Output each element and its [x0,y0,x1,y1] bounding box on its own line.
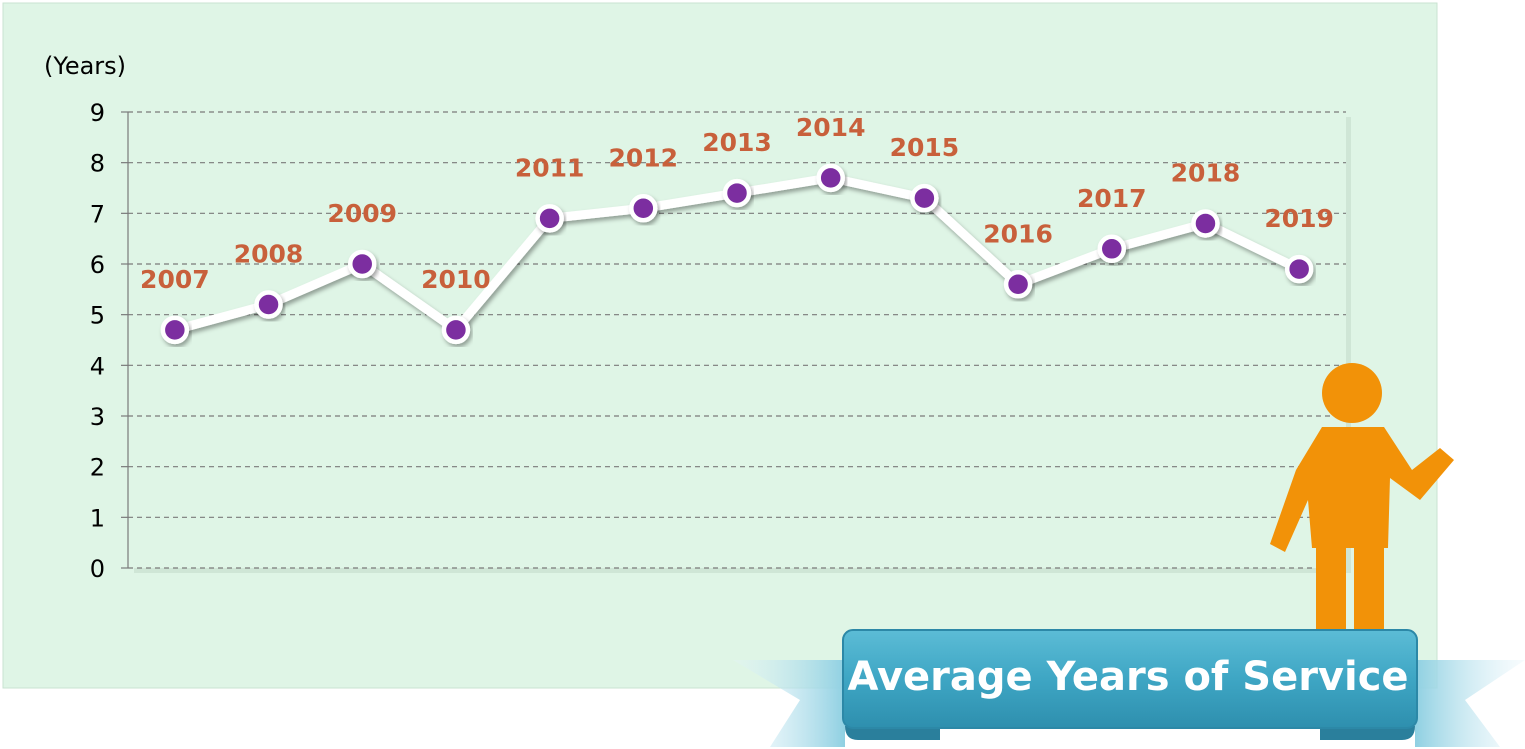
y-tick-label: 8 [90,150,105,178]
data-point-label: 2007 [140,265,210,294]
y-tick-label: 4 [90,352,105,380]
data-point-marker [160,315,190,345]
chart-title: Average Years of Service [847,654,1408,700]
data-point-marker [1284,254,1314,284]
data-point-marker [1191,209,1220,238]
y-tick-label: 5 [90,302,105,330]
series-markers [160,163,1314,345]
data-point-label: 2015 [890,133,960,162]
y-axis: 0 1 2 3 4 5 6 7 8 9 [90,99,129,583]
data-point-marker [910,183,939,213]
data-point-label: 2013 [702,128,772,157]
data-point-label: 2014 [796,113,866,142]
title-ribbon: Average Years of Service [733,629,1525,747]
data-point-label: 2018 [1171,158,1241,187]
data-point-marker [816,163,845,193]
data-point-marker [1097,234,1127,264]
y-tick-label: 1 [90,504,105,532]
data-point-label: 2016 [983,219,1053,248]
data-point-marker [722,178,752,208]
data-point-label: 2011 [515,153,585,182]
data-point-label: 2012 [609,143,679,172]
data-point-marker [347,249,377,279]
data-point-label: 2008 [234,240,304,269]
data-point-marker [254,290,283,319]
data-point-label: 2017 [1077,184,1147,213]
y-axis-unit-label: (Years) [44,52,126,80]
data-point-label: 2009 [327,199,397,228]
data-point-marker [535,204,564,233]
data-point-marker [629,194,658,223]
data-point-marker [441,315,471,345]
data-point-label: 2010 [421,265,491,294]
y-tick-label: 9 [90,99,105,127]
data-point-marker [1003,270,1033,299]
y-tick-label: 3 [90,403,105,431]
gridlines [128,111,1346,569]
y-tick-label: 0 [90,555,105,583]
y-tick-label: 2 [90,454,105,482]
y-tick-label: 7 [90,200,105,228]
point-labels: 2007 2008 2009 2010 2011 2012 2013 2014 2015 2016… [140,113,1334,294]
y-tick-label: 6 [90,251,105,279]
data-point-label: 2019 [1264,204,1334,233]
